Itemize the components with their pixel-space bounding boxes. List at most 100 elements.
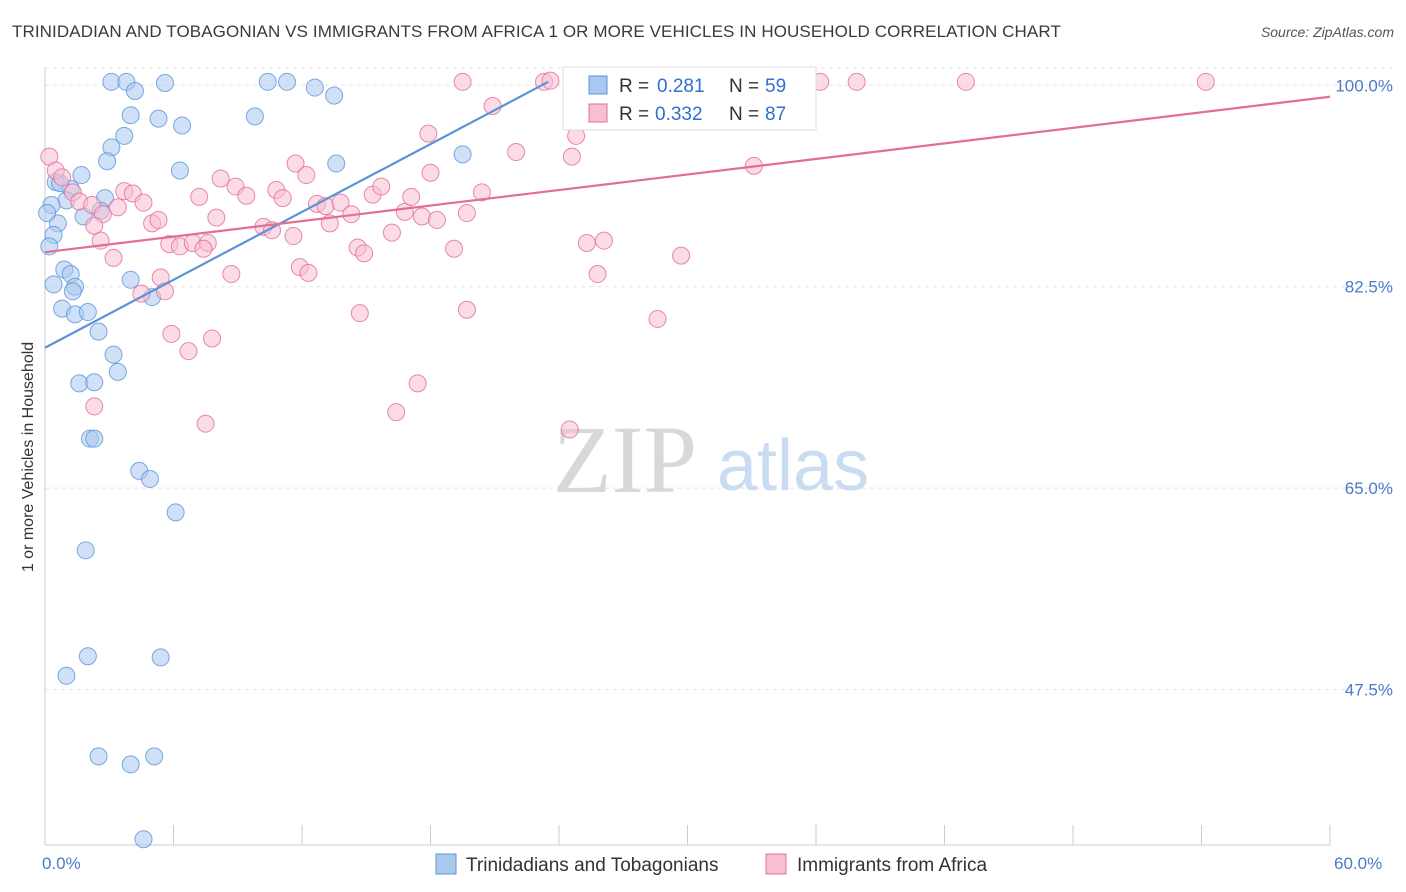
legend-swatch-africa <box>588 103 608 123</box>
africa-point <box>427 210 446 229</box>
africa-point <box>382 223 401 242</box>
trinidadians-point <box>121 270 140 289</box>
watermark-zip: ZIP <box>553 406 697 513</box>
y-tick-label: 100.0% <box>1335 76 1393 95</box>
trinidadians-point <box>85 373 104 392</box>
trinidadians-point <box>121 106 140 125</box>
series-trinidadians-points <box>38 72 472 849</box>
africa-point <box>541 71 560 90</box>
africa-point <box>560 420 579 439</box>
trinidadians-point <box>57 666 76 685</box>
legend-swatch-trinidadians <box>588 75 608 95</box>
africa-point <box>149 210 168 229</box>
trinidadians-point <box>155 73 174 92</box>
africa-point <box>457 204 476 223</box>
trinidadians-point <box>89 747 108 766</box>
y-tick-label: 65.0% <box>1345 479 1393 498</box>
trinidadians-point <box>305 78 324 97</box>
bottom-legend-label-africa: Immigrants from Africa <box>797 855 987 876</box>
trinidadians-point <box>85 429 104 448</box>
trinidadians-point <box>102 72 121 91</box>
africa-point <box>648 309 667 328</box>
trinidadians-point <box>278 72 297 91</box>
trinidadians-point <box>44 275 63 294</box>
africa-point <box>207 208 226 227</box>
africa-point <box>211 169 230 188</box>
y-tick-label: 82.5% <box>1345 278 1393 297</box>
trinidadians-point <box>63 282 82 301</box>
legend-n-label-2: N = <box>729 104 759 125</box>
africa-point <box>847 72 866 91</box>
trinidadians-point <box>151 648 170 667</box>
bottom-legend-swatch-trinidadians <box>435 853 457 875</box>
africa-point <box>445 239 464 258</box>
series-africa-points <box>40 71 1215 439</box>
y-tick-labels: 47.5% 65.0% 82.5% 100.0% <box>1335 76 1393 699</box>
trinidadians-point <box>104 345 123 364</box>
bottom-legend-label-trinidadians: Trinidadians and Tobagonians <box>466 855 718 876</box>
africa-point <box>203 329 222 348</box>
africa-point <box>297 166 316 185</box>
trinidadians-point <box>325 86 344 105</box>
africa-point <box>562 147 581 166</box>
africa-point <box>402 187 421 206</box>
gridlines <box>45 67 1392 691</box>
trinidadians-point <box>245 107 264 126</box>
africa-point <box>331 193 350 212</box>
legend-r-label-1: R = <box>619 76 649 97</box>
africa-point <box>222 265 241 284</box>
africa-point <box>419 124 438 143</box>
legend-n-label-1: N = <box>729 76 759 97</box>
africa-point <box>299 263 318 282</box>
trinidadians-point <box>166 503 185 522</box>
legend-r-label-2: R = <box>619 104 649 125</box>
africa-point <box>190 187 209 206</box>
x-tick-label-max: 60.0% <box>1334 854 1382 873</box>
africa-point <box>286 154 305 173</box>
africa-point <box>408 374 427 393</box>
source-label: Source: ZipAtlas.com <box>1260 24 1394 40</box>
africa-point <box>1196 72 1215 91</box>
africa-point <box>395 202 414 221</box>
africa-point <box>85 397 104 416</box>
trinidadians-point <box>78 647 97 666</box>
y-axis-label: 1 or more Vehicles in Household <box>20 342 37 572</box>
trinidadians-point <box>115 126 134 145</box>
trinidadians-point <box>149 109 168 128</box>
africa-point <box>273 189 292 208</box>
trinidadians-point <box>72 166 91 185</box>
trinidadians-trend-line <box>44 80 549 349</box>
africa-point <box>104 248 123 267</box>
y-tick-label: 47.5% <box>1345 681 1393 700</box>
bottom-legend-swatch-africa <box>765 853 787 875</box>
trend-lines <box>44 80 1331 349</box>
africa-point <box>108 198 127 217</box>
trinidadians-point <box>121 755 140 774</box>
africa-point <box>507 143 526 162</box>
africa-point <box>162 324 181 343</box>
legend-n-value-1: 59 <box>765 76 786 97</box>
africa-point <box>237 186 256 205</box>
africa-point <box>53 168 72 187</box>
africa-trend-line <box>44 95 1331 254</box>
africa-point <box>179 342 198 361</box>
africa-point <box>85 216 104 235</box>
africa-point <box>355 244 374 263</box>
africa-point <box>134 193 153 212</box>
africa-point <box>196 414 215 433</box>
trinidadians-point <box>125 82 144 101</box>
africa-point <box>453 72 472 91</box>
trinidadians-point <box>453 145 472 164</box>
africa-point <box>594 231 613 250</box>
trinidadians-point <box>258 72 277 91</box>
trinidadians-point <box>76 541 95 560</box>
watermark: ZIP atlas <box>553 406 869 513</box>
legend-n-value-2: 87 <box>765 104 786 125</box>
trinidadians-point <box>108 362 127 381</box>
africa-point <box>412 207 431 226</box>
watermark-atlas: atlas <box>717 426 869 506</box>
trinidadians-point <box>70 374 89 393</box>
africa-point <box>194 239 213 258</box>
x-ticks <box>44 825 1331 845</box>
